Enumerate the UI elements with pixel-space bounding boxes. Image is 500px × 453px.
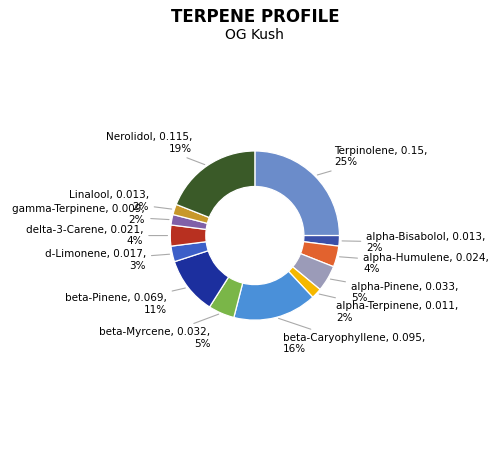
Wedge shape <box>234 271 313 320</box>
Text: delta-3-Carene, 0.021,
4%: delta-3-Carene, 0.021, 4% <box>26 225 168 246</box>
Text: d-Limonene, 0.017,
3%: d-Limonene, 0.017, 3% <box>44 249 170 271</box>
Wedge shape <box>210 277 242 318</box>
Wedge shape <box>171 242 208 262</box>
Title: TERPENE PROFILE: TERPENE PROFILE <box>170 8 339 25</box>
Wedge shape <box>300 242 339 267</box>
Text: OG Kush: OG Kush <box>226 28 284 42</box>
Wedge shape <box>171 215 207 229</box>
Wedge shape <box>288 267 320 297</box>
Text: Nerolidol, 0.115,
19%: Nerolidol, 0.115, 19% <box>106 132 204 164</box>
Wedge shape <box>174 251 229 307</box>
Wedge shape <box>292 254 334 289</box>
Wedge shape <box>176 151 255 217</box>
Wedge shape <box>304 236 340 246</box>
Wedge shape <box>170 225 206 246</box>
Text: alpha-Humulene, 0.024,
4%: alpha-Humulene, 0.024, 4% <box>340 252 489 274</box>
Text: beta-Pinene, 0.069,
11%: beta-Pinene, 0.069, 11% <box>65 288 186 315</box>
Wedge shape <box>173 204 210 223</box>
Text: beta-Caryophyllene, 0.095,
16%: beta-Caryophyllene, 0.095, 16% <box>278 318 425 355</box>
Text: alpha-Terpinene, 0.011,
2%: alpha-Terpinene, 0.011, 2% <box>319 294 458 323</box>
Wedge shape <box>255 151 340 236</box>
Text: alpha-Bisabolol, 0.013,
2%: alpha-Bisabolol, 0.013, 2% <box>342 232 486 253</box>
Text: gamma-Terpinene, 0.009,
2%: gamma-Terpinene, 0.009, 2% <box>12 204 169 226</box>
Text: alpha-Pinene, 0.033,
5%: alpha-Pinene, 0.033, 5% <box>330 279 458 303</box>
Text: beta-Myrcene, 0.032,
5%: beta-Myrcene, 0.032, 5% <box>100 314 218 349</box>
Text: Linalool, 0.013,
2%: Linalool, 0.013, 2% <box>68 190 172 212</box>
Text: Terpinolene, 0.15,
25%: Terpinolene, 0.15, 25% <box>318 146 427 175</box>
